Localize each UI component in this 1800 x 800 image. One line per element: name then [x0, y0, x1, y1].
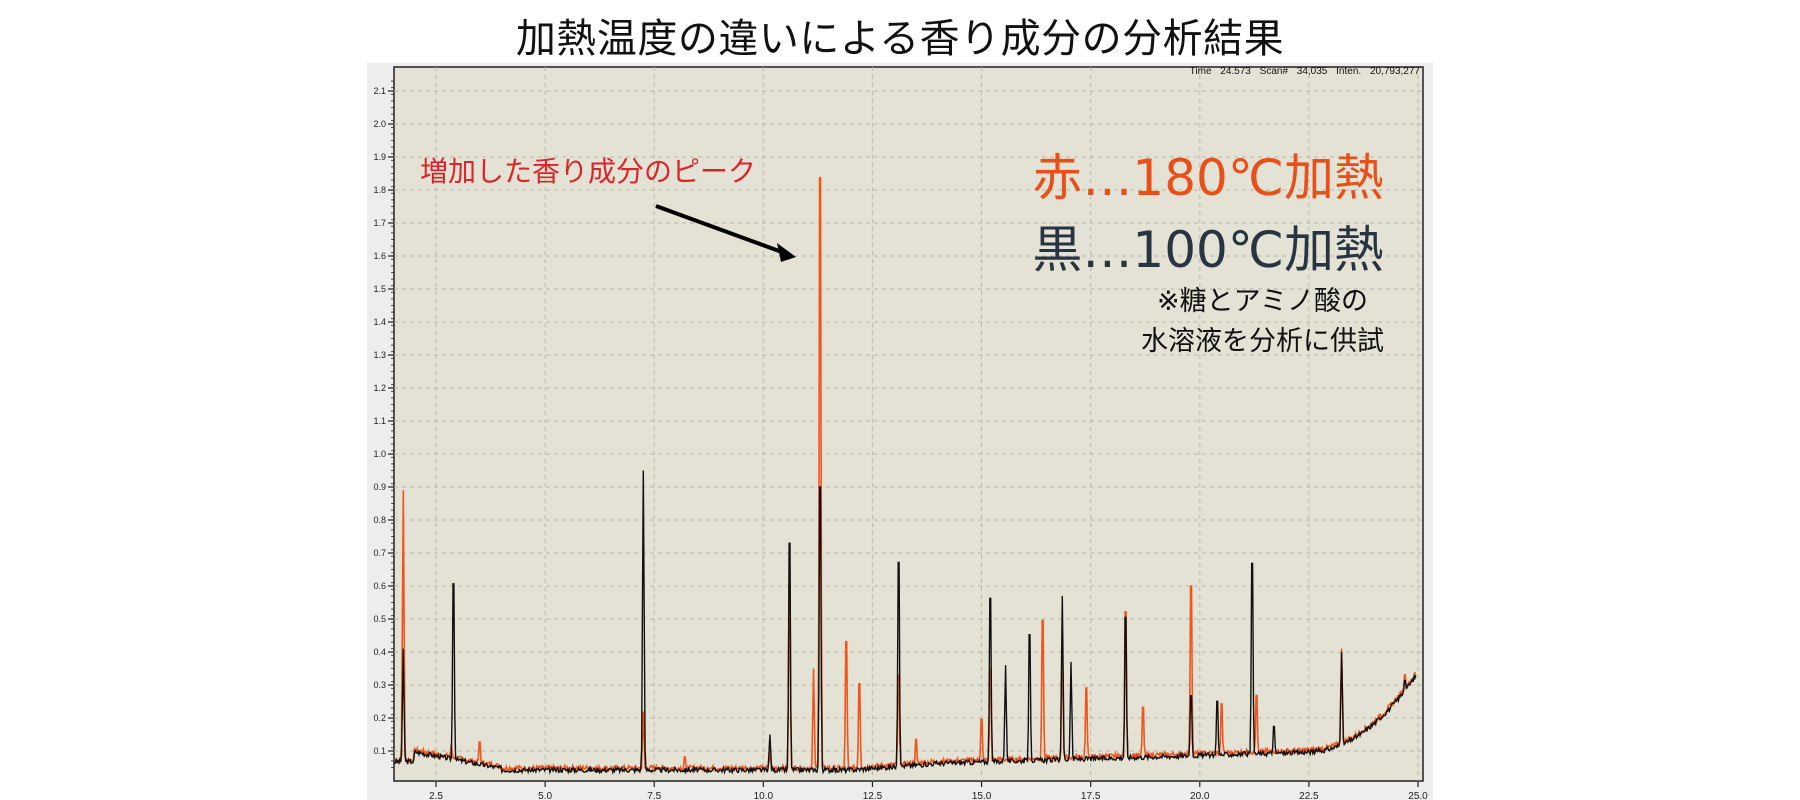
- y-tick-label: 0.1: [373, 746, 386, 756]
- x-tick-label: 5.0: [538, 791, 552, 800]
- legend-red-180c: 赤…180℃加熱: [1032, 149, 1384, 207]
- x-tick-label: 10.0: [754, 791, 774, 800]
- series-100c-black: [394, 470, 1417, 776]
- y-tick-label: 2.1: [373, 86, 386, 96]
- y-tick-label: 1.5: [373, 284, 386, 294]
- y-tick-label: 0.4: [373, 647, 386, 657]
- x-tick-label: 20.0: [1190, 791, 1210, 800]
- x-tick-label: 25.0: [1408, 791, 1428, 800]
- arrow-head-icon: [777, 243, 796, 262]
- y-tick-label: 1.8: [373, 185, 386, 195]
- y-tick-label: 0.7: [373, 548, 386, 558]
- x-tick-label: 12.5: [863, 791, 883, 800]
- y-tick-label: 0.9: [373, 482, 386, 492]
- status-readout: Time 24.573 Scan# 34,035 Inten. 20,793,2…: [1189, 66, 1420, 77]
- x-tick-label: 7.5: [647, 791, 661, 800]
- legend-black-100c: 黒…100℃加熱: [1032, 221, 1384, 279]
- y-tick-label: 1.4: [373, 317, 386, 327]
- y-tick-label: 1.9: [373, 152, 386, 162]
- y-tick-label: 0.6: [373, 581, 386, 591]
- y-tick-label: 1.2: [373, 383, 386, 393]
- y-tick-label: 1.1: [373, 416, 386, 426]
- peak-annotation-label: 増加した香り成分のピーク: [420, 155, 757, 188]
- x-tick-label: 2.5: [429, 791, 443, 800]
- y-tick-label: 1.0: [373, 449, 386, 459]
- note-line-2: 水溶液を分析に供試: [1141, 326, 1384, 357]
- y-tick-label: 1.3: [373, 350, 386, 360]
- annotation-arrow-line: [655, 204, 791, 257]
- y-tick-label: 0.5: [373, 614, 386, 624]
- y-tick-label: 1.7: [373, 218, 386, 228]
- x-tick-label: 15.0: [972, 791, 992, 800]
- y-tick-label: 0.8: [373, 515, 386, 525]
- y-tick-label: 0.3: [373, 680, 386, 690]
- y-tick-label: 1.6: [373, 251, 386, 261]
- y-tick-label: 0.2: [373, 713, 386, 723]
- page-title: 加熱温度の違いによる香り成分の分析結果: [515, 16, 1285, 62]
- sample-note: ※糖とアミノ酸の 水溶液を分析に供試: [1141, 282, 1384, 362]
- y-tick-label: 2.0: [373, 119, 386, 129]
- x-tick-label: 22.5: [1299, 791, 1319, 800]
- note-line-1: ※糖とアミノ酸の: [1156, 286, 1369, 317]
- x-tick-label: 17.5: [1081, 791, 1101, 800]
